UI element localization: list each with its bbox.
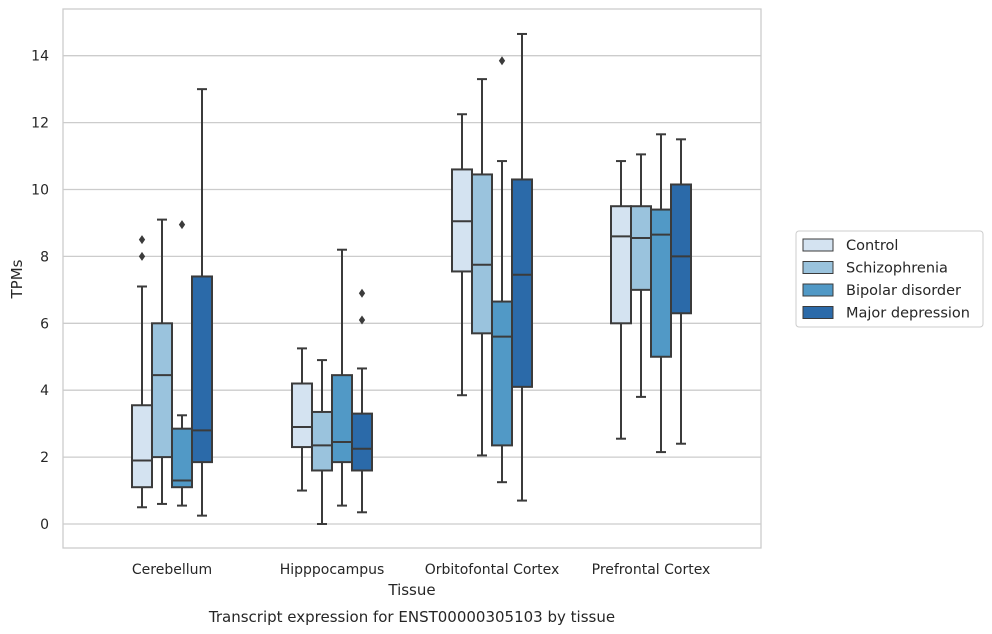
box-iqr	[331, 374, 353, 464]
legend-swatch	[802, 283, 834, 297]
y-tick-label: 0	[40, 517, 49, 533]
outlier-point	[138, 251, 146, 261]
box-schizophrenia	[471, 78, 493, 457]
legend-swatch	[802, 261, 834, 274]
box-schizophrenia	[630, 153, 652, 398]
box-control	[610, 160, 632, 440]
chart-title: Transcript expression for ENST0000030510…	[208, 608, 615, 626]
box-iqr	[670, 183, 692, 315]
box-control	[131, 235, 153, 509]
box-bipolar-disorder	[171, 220, 193, 507]
x-axis-title: Tissue	[387, 581, 435, 599]
x-tick-label: Hipppocampus	[280, 562, 385, 578]
outlier-point	[358, 288, 366, 298]
box-bipolar-disorder	[650, 133, 672, 454]
box-iqr	[311, 410, 333, 472]
legend-swatch	[802, 238, 834, 252]
box-iqr	[511, 178, 533, 388]
y-tick-label: 4	[40, 383, 49, 399]
x-axis-ticks: Cerebellum Hipppocampus Orbitofontal Corte…	[132, 562, 710, 578]
plot-frame	[62, 8, 762, 549]
legend-label: Control	[846, 238, 898, 254]
box-iqr	[650, 208, 672, 358]
box-bipolar-disorder	[331, 248, 353, 507]
legend-label: Major depression	[846, 306, 970, 322]
box-schizophrenia	[151, 218, 173, 505]
outlier-point	[498, 56, 506, 66]
legend-label: Schizophrenia	[846, 261, 948, 277]
box-control	[291, 347, 313, 492]
box-iqr	[491, 300, 513, 447]
x-tick-label: Orbitofontal Cortex	[425, 562, 560, 578]
box-iqr	[151, 322, 173, 459]
box-control	[451, 113, 473, 397]
y-axis-title: TPMs	[8, 259, 26, 299]
legend-swatch	[802, 306, 834, 319]
legend-label: Bipolar disorder	[846, 283, 961, 299]
outlier-point	[138, 235, 146, 245]
box-iqr	[630, 205, 652, 291]
box-iqr	[171, 427, 193, 489]
x-tick-label: Cerebellum	[132, 562, 212, 578]
box-iqr	[351, 412, 373, 472]
boxes	[131, 32, 692, 525]
y-tick-label: 6	[40, 316, 49, 332]
y-axis-ticks: 0 2 4 6 8 10 12 14	[31, 49, 49, 533]
box-major-depression	[511, 32, 533, 502]
y-tick-label: 8	[40, 249, 49, 265]
y-tick-label: 2	[40, 450, 49, 466]
legend: Control Schizophrenia Bipolar disorder Majo…	[795, 230, 984, 328]
box-major-depression	[351, 288, 373, 514]
box-major-depression	[191, 88, 213, 517]
box-major-depression	[670, 138, 692, 445]
box-schizophrenia	[311, 359, 333, 525]
legend-frame	[795, 230, 984, 328]
y-tick-label: 14	[31, 49, 49, 65]
box-iqr	[131, 404, 153, 489]
box-iqr	[610, 205, 632, 325]
box-bipolar-disorder	[491, 56, 513, 484]
box-iqr	[471, 173, 493, 335]
outlier-point	[178, 220, 186, 230]
outlier-point	[358, 315, 366, 325]
y-tick-label: 12	[31, 116, 49, 132]
box-iqr	[191, 275, 213, 464]
y-tick-label: 10	[31, 183, 49, 199]
box-iqr	[291, 382, 313, 449]
x-tick-label: Prefrontal Cortex	[592, 562, 711, 578]
